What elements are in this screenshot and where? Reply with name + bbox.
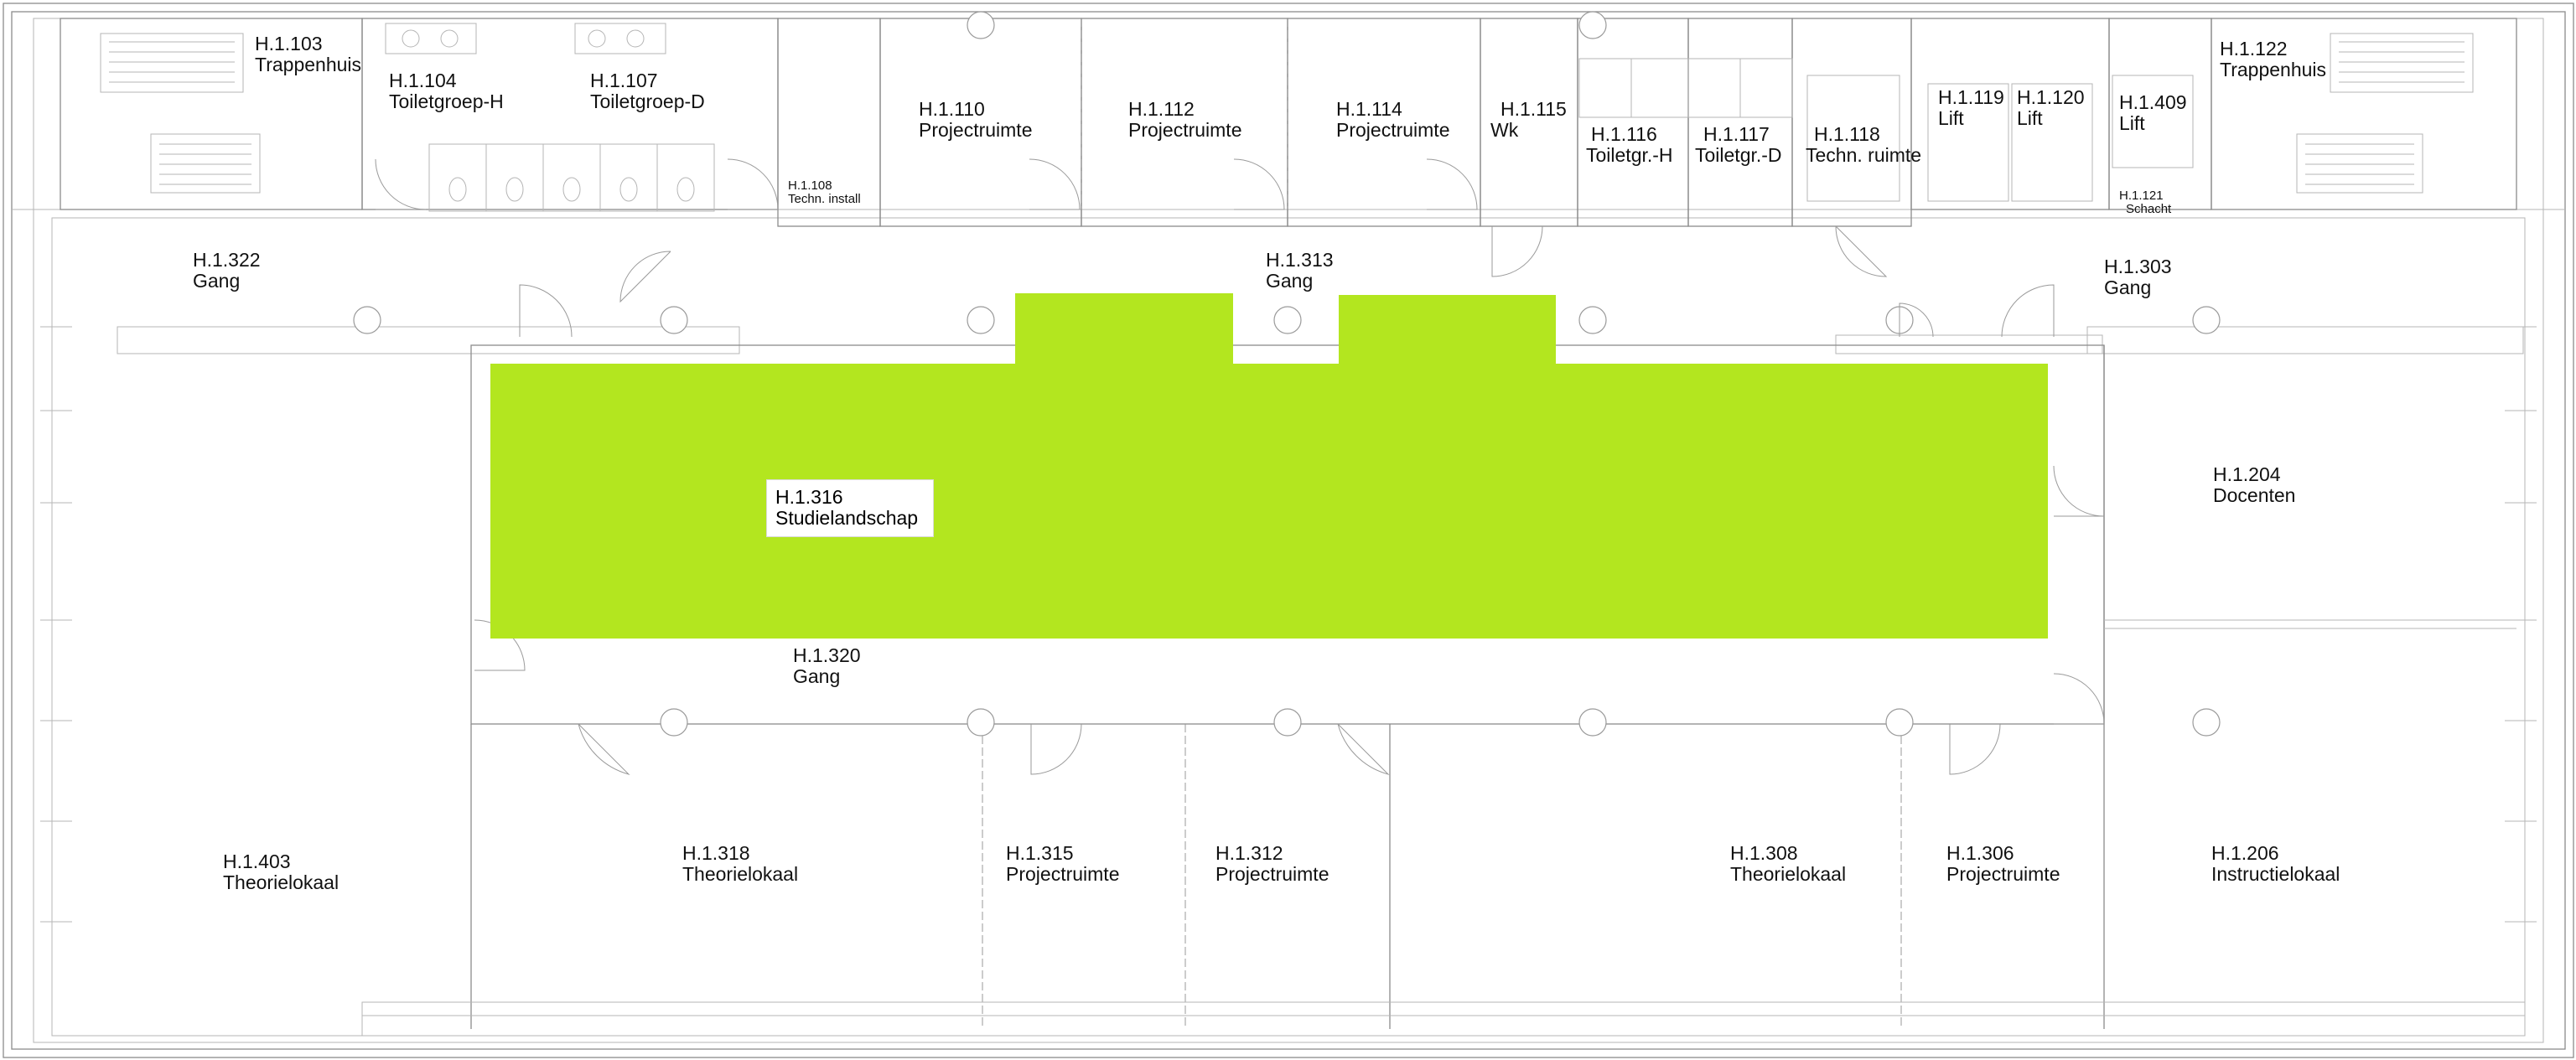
- room-label-h1110: H.1.110 Projectruimte: [919, 98, 1033, 141]
- room-label-h1121: H.1.121 Schacht: [2119, 189, 2172, 217]
- room-label-h1206: H.1.206 Instructielokaal: [2211, 842, 2340, 885]
- room-label-h1116: H.1.116 Toiletgr.-H: [1586, 123, 1673, 166]
- room-label-h1107: H.1.107 Toiletgroep-D: [590, 70, 705, 112]
- room-label-h1403: H.1.403 Theorielokaal: [223, 851, 339, 893]
- room-label-h1117: H.1.117 Toiletgr.-D: [1695, 123, 1782, 166]
- room-label-h1119: H.1.119 Lift: [1938, 86, 2004, 129]
- selected-room-name: Studielandschap: [775, 507, 919, 530]
- room-label-h1313: H.1.313 Gang: [1266, 249, 1334, 292]
- room-label-h1103: H.1.103 Trappenhuis: [255, 33, 362, 75]
- room-label-h1120: H.1.120 Lift: [2017, 86, 2085, 129]
- south-rooms: [361, 18, 2526, 1037]
- selected-room-label[interactable]: H.1.316 Studielandschap: [766, 479, 934, 537]
- room-label-h1308: H.1.308 Theorielokaal: [1730, 842, 1847, 885]
- room-label-h1204: H.1.204 Docenten: [2213, 463, 2296, 506]
- room-label-h1312: H.1.312 Projectruimte: [1215, 842, 1329, 885]
- room-label-h1104: H.1.104 Toiletgroep-H: [389, 70, 504, 112]
- room-label-h1315: H.1.315 Projectruimte: [1006, 842, 1120, 885]
- columns: [353, 11, 2221, 737]
- room-label-h1115: H.1.115 Wk: [1490, 98, 1567, 141]
- room-label-h1318: H.1.318 Theorielokaal: [682, 842, 799, 885]
- studielandschap-highlight[interactable]: [490, 293, 2048, 639]
- room-label-h1303: H.1.303 Gang: [2104, 256, 2172, 298]
- room-label-h1320: H.1.320 Gang: [793, 644, 861, 687]
- room-label-h1322: H.1.322 Gang: [193, 249, 261, 292]
- room-label-h1409: H.1.409 Lift: [2119, 91, 2187, 134]
- room-label-h1122: H.1.122 Trappenhuis: [2220, 38, 2327, 80]
- room-label-h1112: H.1.112 Projectruimte: [1128, 98, 1242, 141]
- room-label-h1306: H.1.306 Projectruimte: [1946, 842, 2060, 885]
- north-rooms: [60, 18, 2517, 227]
- room-label-h1118: H.1.118 Techn. ruimte: [1806, 123, 1922, 166]
- selected-room-id: H.1.316: [775, 486, 843, 508]
- room-label-h1108: H.1.108 Techn. install: [788, 178, 861, 207]
- room-label-h1114: H.1.114 Projectruimte: [1336, 98, 1450, 141]
